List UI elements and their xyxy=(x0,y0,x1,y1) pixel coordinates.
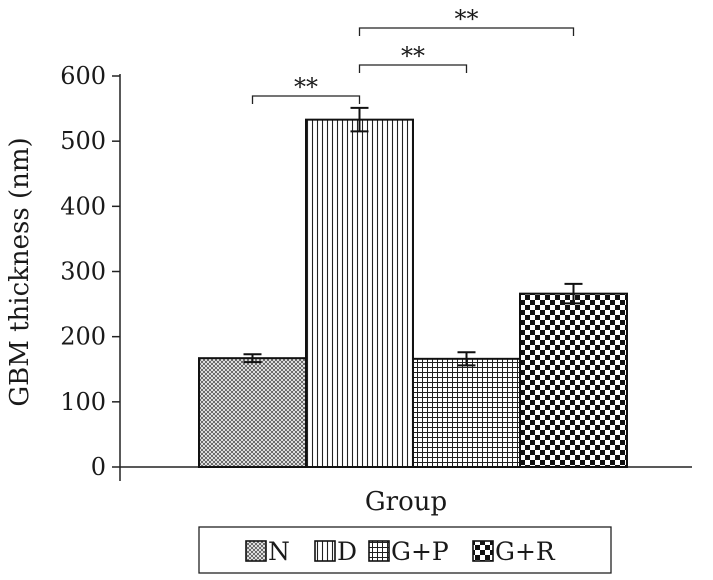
significance-bracket: ** xyxy=(251,73,361,104)
significance-bracket: ** xyxy=(358,5,575,36)
significance-label: ** xyxy=(401,42,425,70)
y-tick-label: 300 xyxy=(60,258,106,286)
legend-swatch xyxy=(245,540,267,562)
bar-d xyxy=(305,118,414,469)
bar-g-p xyxy=(412,357,521,468)
plot-area: 0 100 200 300 400 500 600 ** ** ** xyxy=(60,5,692,481)
legend-entry: G+R xyxy=(472,537,556,566)
legend-box xyxy=(198,526,612,574)
legend-label: G+R xyxy=(495,537,556,566)
y-tick-label: 600 xyxy=(60,62,106,90)
bracket-line xyxy=(358,64,468,73)
legend-label: G+P xyxy=(391,537,449,566)
y-tick-label: 500 xyxy=(60,127,106,155)
legend-entry: D xyxy=(314,537,357,566)
legend-entry: G+P xyxy=(368,537,449,566)
legend-swatch xyxy=(472,540,494,562)
x-axis-label: Group xyxy=(365,487,447,517)
legend-label: N xyxy=(268,537,290,566)
legend-entry: N xyxy=(245,537,290,566)
y-axis-label: GBM thickness (nm) xyxy=(5,137,35,406)
legend: N D G+P G+R xyxy=(198,526,612,574)
significance-bracket: ** xyxy=(358,42,468,73)
bracket-line xyxy=(358,27,575,36)
bar-n xyxy=(198,357,307,468)
legend-label: D xyxy=(337,537,357,566)
legend-swatch xyxy=(368,540,390,562)
y-tick-label: 0 xyxy=(91,453,106,481)
legend-swatch xyxy=(314,540,336,562)
y-tick-label: 400 xyxy=(60,192,106,220)
y-tick-label: 200 xyxy=(60,323,106,351)
bracket-line xyxy=(251,95,361,104)
significance-label: ** xyxy=(294,73,318,101)
y-tick-label: 100 xyxy=(60,388,106,416)
significance-label: ** xyxy=(455,5,479,33)
bar-g-r xyxy=(519,292,628,469)
